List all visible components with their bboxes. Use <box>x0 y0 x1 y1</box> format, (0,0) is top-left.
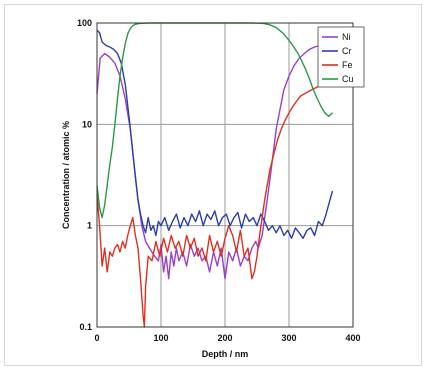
x-tick-label: 400 <box>345 333 360 343</box>
y-axis-label: Concentration / atomic % <box>61 121 71 229</box>
x-tick-label: 100 <box>153 333 168 343</box>
y-tick-labels: 0.1 1 10 100 <box>77 18 92 332</box>
y-tick-label: 1 <box>87 221 92 231</box>
y-tick-label: 10 <box>82 119 92 129</box>
x-tick-label: 200 <box>217 333 232 343</box>
legend-box <box>317 26 365 88</box>
y-tick-label: 100 <box>77 18 92 28</box>
series-line-fe <box>96 79 333 328</box>
x-tick-label: 0 <box>94 333 99 343</box>
series-line-ni <box>96 44 333 280</box>
legend: Ni Cr Fe Cu <box>317 26 365 88</box>
x-axis-label: Depth / nm <box>202 349 249 359</box>
legend-label-ni: Ni <box>342 32 351 42</box>
series-line-cr <box>96 29 334 239</box>
legend-label-cu: Cu <box>342 74 354 84</box>
x-tick-label: 300 <box>281 333 296 343</box>
legend-label-cr: Cr <box>342 46 352 56</box>
plot-border <box>96 22 354 328</box>
figure-frame: 0 100 200 300 400 0.1 1 10 100 Depth / nm Conce… <box>4 4 422 366</box>
legend-label-fe: Fe <box>342 60 353 70</box>
x-tick-labels: 0 100 200 300 400 <box>94 333 360 343</box>
y-tick-label: 0.1 <box>79 322 92 332</box>
grid-lines <box>97 23 353 327</box>
depth-profile-chart: 0 100 200 300 400 0.1 1 10 100 Depth / nm Conce… <box>61 18 365 359</box>
